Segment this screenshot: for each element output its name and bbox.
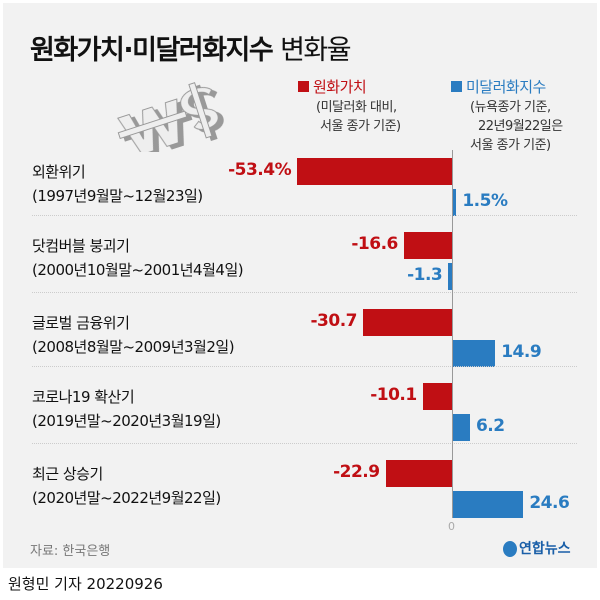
logo-icon: [503, 541, 517, 557]
data-label: -16.6: [351, 234, 398, 254]
category-label: 코로나19 확산기 (2019년말~2020년3월19일): [32, 385, 221, 433]
category-period: (2019년말~2020년3월19일): [32, 412, 221, 430]
category-name: 최근 상승기: [32, 465, 103, 483]
category-name: 외환위기: [32, 163, 86, 181]
category-name: 글로벌 금융위기: [32, 314, 130, 332]
legend-dxy-note: (뉴욕종가 기준, 22년9월22일은 서울 종가 기준): [470, 100, 563, 153]
row-separator: [32, 215, 577, 216]
bar-krw: [422, 383, 452, 410]
category-period: (2000년10월말~2001년4월4일): [32, 261, 244, 279]
category-name: 코로나19 확산기: [32, 388, 135, 406]
legend-dxy: 미달러화지수: [451, 76, 546, 97]
bar-dxy: [452, 414, 470, 441]
bar-dxy: [452, 189, 457, 216]
source-note: 자료: 한국은행: [30, 544, 111, 559]
category-period: (2008년8월말~2009년3월2일): [32, 338, 235, 356]
category-label: 닷컴버블 붕괴기 (2000년10월말~2001년4월4일): [32, 234, 244, 282]
zero-tick-label: 0: [448, 520, 455, 533]
data-label: -22.9: [333, 462, 380, 482]
data-label: -53.4%: [228, 160, 292, 180]
bar-dxy: [448, 263, 452, 290]
bar-krw: [362, 309, 452, 336]
data-label: -1.3: [407, 265, 443, 285]
legend-krw: 원화가치: [298, 76, 367, 97]
category-period: (1997년9월말~12월23일): [32, 187, 203, 205]
bar-dxy: [452, 340, 496, 367]
legend-krw-note: (미달러화 대비, 서울 종가 기준): [316, 100, 401, 134]
category-label: 글로벌 금융위기 (2008년8월말~2009년3월2일): [32, 311, 235, 359]
bar-krw: [385, 460, 452, 487]
chart-title: 원화가치·미달러화지수 변화율: [30, 35, 352, 66]
category-label: 외환위기 (1997년9월말~12월23일): [32, 160, 203, 208]
data-label: -10.1: [370, 385, 417, 405]
bar-krw: [403, 232, 452, 259]
row-separator: [32, 292, 577, 293]
byline: 원형민 기자 20220926: [8, 575, 163, 593]
data-label: 24.6: [529, 493, 570, 513]
category-period: (2020년말~2022년9월22일): [32, 489, 221, 507]
data-label: -30.7: [310, 311, 357, 331]
data-label: 6.2: [475, 416, 505, 436]
chart-panel: [3, 3, 597, 568]
category-name: 닷컴버블 붕괴기: [32, 237, 130, 255]
yonhap-logo: 연합뉴스: [503, 538, 571, 558]
row-separator: [32, 443, 577, 444]
bar-dxy: [452, 491, 524, 518]
data-label: 14.9: [501, 342, 542, 362]
bar-krw: [297, 158, 452, 185]
data-label: 1.5%: [462, 191, 508, 211]
row-separator: [32, 366, 577, 367]
zero-axis: [452, 150, 453, 518]
won-dollar-symbol-icon: [117, 82, 219, 152]
category-label: 최근 상승기 (2020년말~2022년9월22일): [32, 462, 221, 510]
